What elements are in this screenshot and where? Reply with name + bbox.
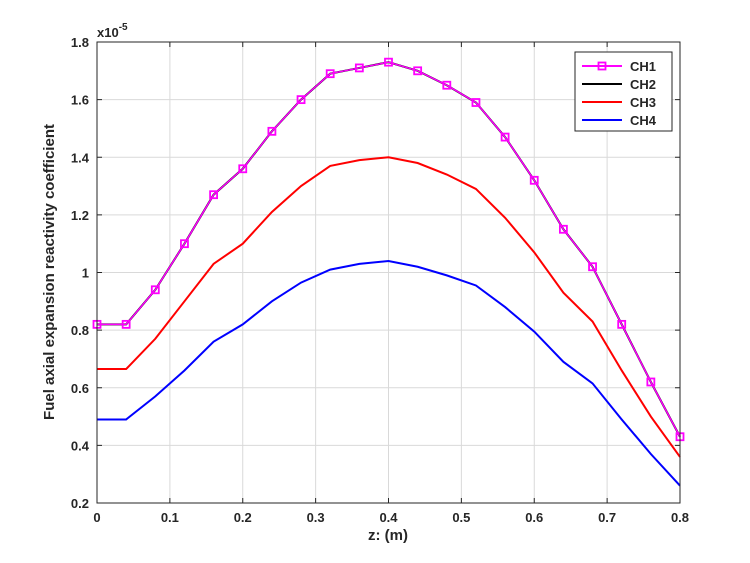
legend-entry-ch2: CH2	[582, 77, 656, 92]
y-axis-label: Fuel axial expansion reactivity coeffici…	[41, 124, 58, 420]
y-tick-label: 0.8	[71, 323, 89, 338]
data-point-ch1	[617, 319, 627, 329]
x-tick-label: 0.5	[452, 510, 470, 525]
data-point-ch1	[471, 98, 481, 107]
data-point-ch1	[209, 190, 219, 200]
x-axis-label: z: (m)	[368, 527, 408, 544]
data-point-ch1	[296, 95, 306, 105]
data-point-ch1	[442, 80, 452, 90]
data-point-ch1	[384, 57, 393, 67]
data-point-ch1	[529, 175, 539, 185]
y-tick-label: 0.4	[71, 438, 90, 453]
legend: CH1 CH2 CH3 CH4	[574, 51, 673, 132]
data-point-ch1	[121, 319, 131, 329]
y-tick-label: 1.2	[71, 208, 89, 223]
y-tick-label: 1.6	[71, 93, 89, 108]
series-ch4	[97, 259, 681, 487]
legend-entry-ch1: CH1	[582, 59, 656, 74]
y-tick-label: 0.2	[71, 496, 89, 511]
legend-marker	[597, 61, 607, 71]
x-tick-label: 0.8	[671, 510, 689, 525]
x-tick-label: 0.3	[307, 510, 325, 525]
legend-label: CH4	[630, 113, 657, 128]
series-ch1	[92, 57, 685, 442]
axis-ticks: 0 0.1 0.2 0.3 0.4 0.5 0.6 0.7 0.8 0.2 0.4 0.6 0.8 1 1.…	[71, 35, 689, 525]
data-point-ch1	[559, 224, 568, 234]
series-line-ch3	[97, 156, 681, 458]
y-tick-label: 1.4	[71, 150, 90, 165]
data-point-ch1	[354, 63, 364, 73]
data-point-ch1	[325, 69, 335, 79]
x-tick-label: 0.6	[525, 510, 543, 525]
x-tick-label: 0.4	[379, 510, 398, 525]
y-tick-label: 0.6	[71, 381, 89, 396]
data-point-ch1	[588, 262, 597, 272]
data-point-ch1	[267, 126, 277, 136]
x-tick-label: 0.7	[598, 510, 616, 525]
legend-label: CH2	[630, 77, 656, 92]
x-tick-label: 0.1	[161, 510, 179, 525]
x-tick-label: 0.2	[234, 510, 252, 525]
y-tick-label: 1	[82, 266, 89, 281]
legend-label: CH3	[630, 95, 656, 110]
data-point-ch1	[238, 164, 248, 174]
legend-label: CH1	[630, 59, 656, 74]
data-point-ch1	[413, 66, 423, 76]
series-ch3	[97, 156, 681, 458]
legend-entry-ch4: CH4	[582, 113, 657, 128]
series-line-ch4	[97, 259, 681, 487]
y-multiplier: x10-5	[97, 22, 128, 40]
data-point-ch1	[180, 239, 189, 249]
x-tick-label: 0	[93, 510, 100, 525]
y-tick-label: 1.8	[71, 35, 89, 50]
legend-entry-ch3: CH3	[582, 95, 656, 110]
series-line-ch1	[97, 61, 681, 438]
series-layer	[92, 57, 685, 487]
data-point-ch1	[500, 132, 510, 142]
data-point-ch1	[646, 377, 656, 387]
data-point-ch1	[150, 285, 160, 295]
